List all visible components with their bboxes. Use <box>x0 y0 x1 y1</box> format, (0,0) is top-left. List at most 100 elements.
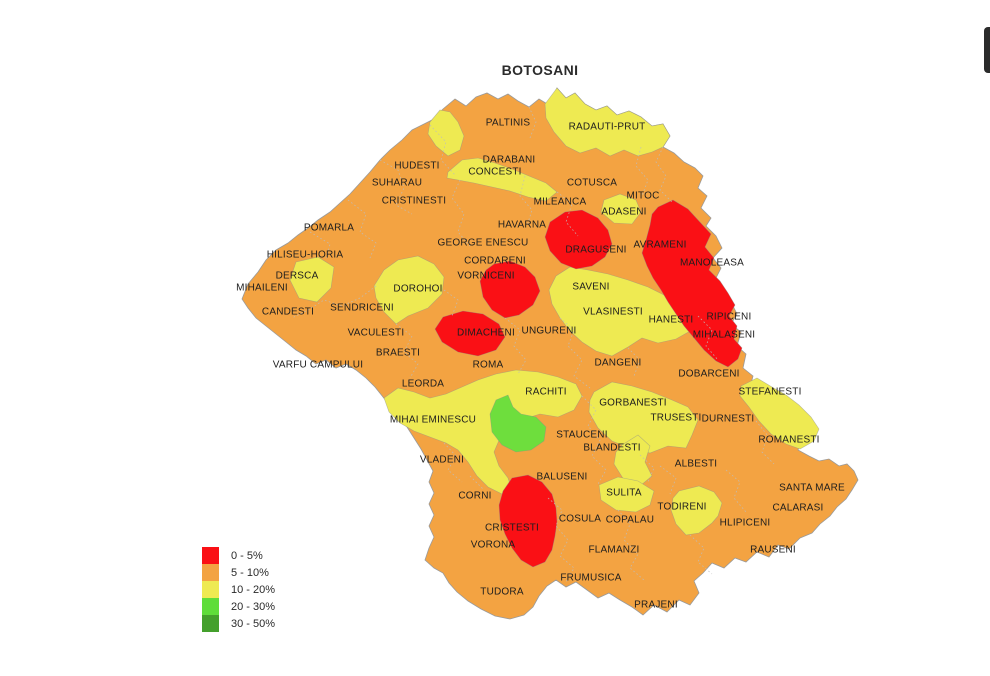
region-shape-todireni[interactable] <box>670 485 723 536</box>
region-label-avrameni: AVRAMENI <box>633 240 686 251</box>
region-shape-gorbanesti-trusesti[interactable] <box>588 381 699 454</box>
region-label-stefanesti: STEFANESTI <box>738 387 801 398</box>
legend-label: 30 - 50% <box>231 617 276 630</box>
region-label-vorniceni: VORNICENI <box>457 271 514 282</box>
region-label-todireni: TODIRENI <box>657 502 706 513</box>
region-label-braesti: BRAESTI <box>376 348 420 359</box>
region-shape-saveni-vlasinesti-hanesti[interactable] <box>548 266 699 357</box>
commune-borders <box>291 106 775 583</box>
region-label-cordareni: CORDARENI <box>464 256 526 267</box>
region-label-durnesti: DURNESTI <box>702 414 755 425</box>
legend-swatch <box>202 564 219 581</box>
region-label-draguseni: DRAGUSENI <box>565 245 626 256</box>
region-label-cristinesti: CRISTINESTI <box>382 196 446 207</box>
bucket-0-5-patches <box>434 199 743 568</box>
region-label-calarasi: CALARASI <box>772 503 823 514</box>
region-label-dersca: DERSCA <box>276 271 319 282</box>
legend-label: 5 - 10% <box>231 566 269 579</box>
region-label-pomarla: POMARLA <box>304 223 354 234</box>
region-shape-manoleasa-ripiceni-mihalaseni[interactable] <box>641 199 743 368</box>
region-shape-dorohoi[interactable] <box>373 255 445 325</box>
region-label-mitoc: MITOC <box>626 191 659 202</box>
region-label-paltinis: PALTINIS <box>486 118 531 129</box>
region-shape-radauti-prut[interactable] <box>544 87 671 157</box>
region-shape-stefanesti-romanesti[interactable] <box>739 377 820 450</box>
legend-item: 30 - 50% <box>202 615 275 632</box>
legend-item: 20 - 30% <box>202 598 275 615</box>
region-label-george-enescu: GEORGE ENESCU <box>438 238 529 249</box>
region-label-ripiceni: RIPICENI <box>707 312 752 323</box>
region-label-havarna: HAVARNA <box>498 220 546 231</box>
region-shape-dersca[interactable] <box>289 256 335 303</box>
region-label-romanesti: ROMANESTI <box>758 435 819 446</box>
region-shape-concesti[interactable] <box>446 157 558 202</box>
region-label-dangeni: DANGENI <box>595 358 642 369</box>
legend-label: 20 - 30% <box>231 600 276 613</box>
legend-item: 5 - 10% <box>202 564 275 581</box>
region-label-dorohoi: DOROHOI <box>393 284 442 295</box>
region-label-roma: ROMA <box>473 360 504 371</box>
region-label-santa-mare: SANTA MARE <box>779 483 845 494</box>
region-label-leorda: LEORDA <box>402 379 444 390</box>
region-label-radauti-prut: RADAUTI-PRUT <box>569 122 646 133</box>
region-label-ungureni: UNGURENI <box>522 326 577 337</box>
region-label-prajeni: PRAJENI <box>634 600 678 611</box>
region-shape-adaseni[interactable] <box>600 193 642 225</box>
county-outline[interactable] <box>241 87 859 620</box>
region-label-varfu-campului: VARFU CAMPULUI <box>273 360 363 371</box>
region-label-flamanzi: FLAMANZI <box>588 545 639 556</box>
region-label-sendriceni: SENDRICENI <box>330 303 394 314</box>
region-label-albesti: ALBESTI <box>675 459 718 470</box>
page-title: BOTOSANI <box>501 62 579 78</box>
region-label-gorbanesti: GORBANESTI <box>599 398 667 409</box>
region-label-hanesti: HANESTI <box>649 315 694 326</box>
region-shape-dimacheni[interactable] <box>434 310 506 357</box>
region-label-mihalaseni: MIHALASENI <box>693 330 756 341</box>
region-label-sulita: SULITA <box>606 488 642 499</box>
legend-item: 10 - 20% <box>202 581 275 598</box>
region-label-vorona: VORONA <box>471 540 516 551</box>
legend-label: 0 - 5% <box>231 549 263 562</box>
region-label-cosula: COSULA <box>559 514 601 525</box>
region-label-tudora: TUDORA <box>480 587 524 598</box>
scrollbar-thumb[interactable] <box>984 27 990 73</box>
region-label-vaculesti: VACULESTI <box>348 328 405 339</box>
region-label-copalau: COPALAU <box>606 515 654 526</box>
region-label-dobarceni: DOBARCENI <box>678 369 739 380</box>
region-label-cristesti: CRISTESTI <box>485 523 539 534</box>
region-label-blandesti: BLANDESTI <box>583 443 640 454</box>
region-label-suharau: SUHARAU <box>372 178 422 189</box>
region-label-baluseni: BALUSENI <box>536 472 587 483</box>
region-label-vlasinesti: VLASINESTI <box>583 307 643 318</box>
region-label-hlipiceni: HLIPICENI <box>720 518 771 529</box>
region-label-mihaileni: MIHAILENI <box>236 283 288 294</box>
region-shape-northwest-wedge[interactable] <box>427 109 465 157</box>
region-label-rauseni: RAUSENI <box>750 545 796 556</box>
legend-label: 10 - 20% <box>231 583 276 596</box>
region-shape-unlabeled-green[interactable] <box>489 394 547 453</box>
region-label-saveni: SAVENI <box>572 282 609 293</box>
region-shape-vorniceni[interactable] <box>479 260 541 319</box>
region-label-dimacheni: DIMACHENI <box>457 328 515 339</box>
region-label-adaseni: ADASENI <box>601 207 646 218</box>
region-label-stauceni: STAUCENI <box>556 430 607 441</box>
legend-swatch <box>202 615 219 632</box>
legend: 0 - 5% 5 - 10% 10 - 20% 20 - 30% 30 - 50% <box>202 547 275 632</box>
region-label-frumusica: FRUMUSICA <box>560 573 621 584</box>
region-label-hudesti: HUDESTI <box>394 161 439 172</box>
region-label-hiliseu-horia: HILISEU-HORIA <box>267 250 344 261</box>
region-shape-sulita-connector[interactable] <box>613 434 653 487</box>
region-label-mihai-eminescu: MIHAI EMINESCU <box>390 415 476 426</box>
legend-swatch <box>202 547 219 564</box>
region-label-concesti: CONCESTI <box>468 167 521 178</box>
region-shape-cristesti[interactable] <box>498 474 558 568</box>
region-shape-draguseni[interactable] <box>544 209 613 270</box>
legend-item: 0 - 5% <box>202 547 275 564</box>
region-shape-sulita[interactable] <box>598 476 655 513</box>
legend-swatch <box>202 598 219 615</box>
region-label-manoleasa: MANOLEASA <box>680 258 744 269</box>
region-label-cotusca: COTUSCA <box>567 178 617 189</box>
